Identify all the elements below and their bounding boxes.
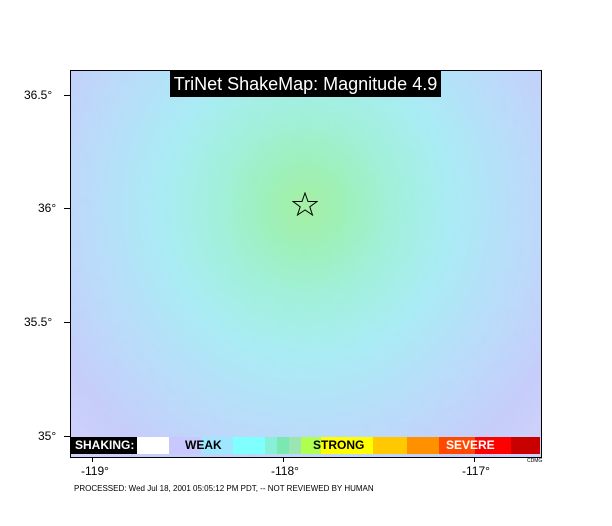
- lat-tick: [64, 322, 70, 323]
- legend-color: [373, 437, 407, 454]
- lon-tick: [474, 457, 475, 462]
- lon-label: -117°: [462, 464, 490, 478]
- star-icon: [292, 192, 318, 216]
- shakemap-intensity-map: [70, 70, 542, 458]
- lon-label: -119°: [81, 464, 109, 478]
- legend-color: [511, 437, 540, 454]
- lat-label: 36.5°: [24, 88, 53, 102]
- legend-color: [301, 437, 321, 454]
- legend-color: [439, 437, 475, 454]
- legend-color: [321, 437, 373, 454]
- legend-color: [475, 437, 511, 454]
- legend-color: [277, 437, 289, 454]
- legend-color: [201, 437, 233, 454]
- credit-mark: CDMG: [527, 458, 543, 464]
- legend-shaking-cell: [71, 437, 137, 454]
- legend-color: [233, 437, 265, 454]
- lat-label: 35°: [38, 429, 57, 443]
- terrain-texture: [71, 71, 541, 457]
- lat-tick: [64, 436, 70, 437]
- legend-color: [169, 437, 201, 454]
- legend-weak-label: WEAK: [185, 438, 222, 452]
- map-title: TriNet ShakeMap: Magnitude 4.9: [170, 71, 441, 97]
- legend-color: [137, 437, 169, 454]
- lat-tick: [64, 95, 70, 96]
- legend-color: [407, 437, 439, 454]
- lat-tick: [64, 208, 70, 209]
- lon-tick: [92, 457, 93, 462]
- processed-footer: PROCESSED: Wed Jul 18, 2001 05:05:12 PM …: [74, 484, 374, 493]
- legend-severe-label: SEVERE: [446, 438, 495, 452]
- legend-shaking-label: SHAKING:: [75, 438, 135, 452]
- lat-label: 35.5°: [24, 315, 53, 329]
- lon-label: -118°: [271, 464, 299, 478]
- legend-color: [265, 437, 277, 454]
- lat-label: 36°: [38, 201, 57, 215]
- shaking-legend: [71, 437, 540, 454]
- lon-tick: [283, 457, 284, 462]
- legend-strong-label: STRONG: [313, 438, 365, 452]
- legend-color: [289, 437, 301, 454]
